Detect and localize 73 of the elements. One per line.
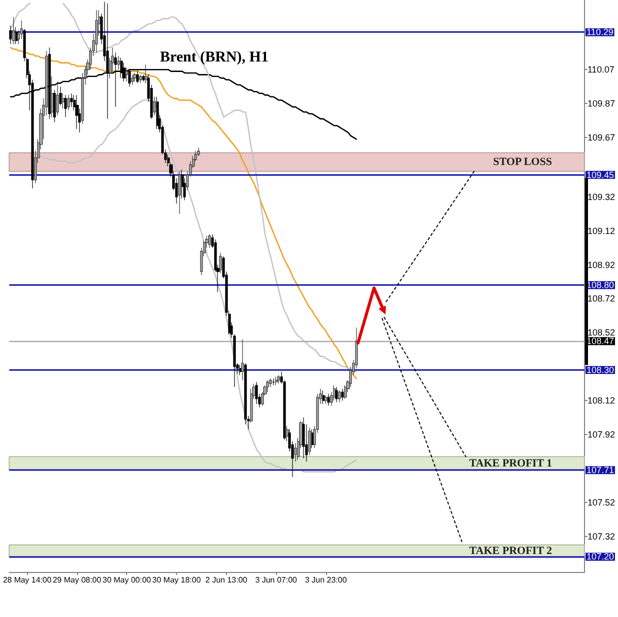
candlestick: [51, 76, 54, 118]
candlestick: [59, 86, 62, 106]
y-tick-label: 110.07: [587, 64, 614, 75]
ref-line-label: 108.80: [586, 280, 614, 290]
ref-line-label: 107.71: [586, 465, 614, 476]
candlestick: [67, 94, 70, 111]
y-tick-label: 109.87: [587, 98, 616, 109]
candlestick: [341, 388, 344, 401]
candlestick: [308, 427, 311, 456]
candlestick: [12, 16, 15, 44]
ref-line-label: 107.20: [586, 552, 614, 562]
candlestick: [75, 94, 79, 130]
x-tick-label: 2 Jun 13:00: [205, 576, 248, 584]
candlestick: [133, 72, 137, 82]
band-label: TAKE PROFIT 1: [469, 457, 552, 470]
candlestick: [156, 96, 159, 130]
y-tick-label: 107.52: [587, 497, 616, 508]
y-tick-label: 108.72: [587, 294, 616, 304]
candlestick: [335, 386, 338, 403]
candlestick: [56, 81, 59, 116]
candlestick: [64, 94, 67, 118]
ref-line-label: 110.29: [586, 27, 614, 38]
candlestick: [62, 93, 65, 109]
y-tick-label: 109.12: [587, 226, 616, 236]
y-tick-label: 108.12: [587, 396, 616, 406]
candlestick: [9, 25, 12, 44]
band-label: STOP LOSS: [493, 156, 552, 168]
candlestick: [181, 169, 184, 199]
y-tick-label: 107.92: [587, 430, 616, 440]
candlestick: [15, 26, 18, 44]
candlestick: [338, 390, 341, 403]
x-tick-label: 30 May 00:00: [102, 576, 152, 584]
candlestick: [95, 10, 98, 53]
candlestick: [239, 364, 242, 376]
candlestick: [53, 90, 56, 123]
candlestick: [142, 74, 145, 82]
candlestick: [70, 93, 73, 108]
candlestick: [286, 426, 289, 442]
y-tick-label: 108.92: [587, 260, 616, 270]
y-tick-label: 107.32: [587, 531, 616, 542]
y-tick-label: 109.32: [587, 192, 616, 202]
candlestick: [255, 382, 258, 404]
candlestick: [145, 64, 148, 84]
candlestick: [324, 395, 327, 404]
candlestick: [219, 252, 222, 274]
ref-line-label: 109.45: [586, 170, 614, 180]
candlestick: [311, 429, 314, 448]
candlestick: [277, 374, 280, 384]
candlestick: [327, 393, 330, 406]
candlestick: [272, 378, 275, 386]
candlestick: [153, 96, 156, 116]
candlestick: [178, 171, 181, 214]
x-tick-label: 3 Jun 23:00: [304, 576, 348, 584]
candlestick: [275, 376, 278, 386]
candlestick: [208, 234, 211, 248]
x-tick-label: 29 May 08:00: [52, 576, 102, 584]
ref-line-label: 108.47: [586, 336, 614, 346]
line-series: [34, 99, 357, 473]
band-label: TAKE PROFIT 2: [469, 544, 552, 557]
candlestick: [302, 417, 305, 459]
candlestick: [139, 74, 142, 84]
candlestick: [117, 56, 120, 70]
ref-line-label: 108.30: [586, 365, 614, 376]
y-tick-label: 109.67: [587, 132, 616, 142]
x-tick-label: 3 Jun 07:00: [255, 576, 298, 584]
candlestick: [125, 68, 128, 82]
candlestick: [131, 74, 134, 86]
y-tick-label: 108.52: [587, 328, 616, 338]
x-tick-label: 30 May 18:00: [152, 576, 202, 584]
x-tick-label: 28 May 14:00: [2, 576, 52, 584]
text: Brent (BRN), H1: [160, 50, 268, 66]
candlestick: [266, 380, 269, 392]
candlestick: [322, 390, 325, 404]
